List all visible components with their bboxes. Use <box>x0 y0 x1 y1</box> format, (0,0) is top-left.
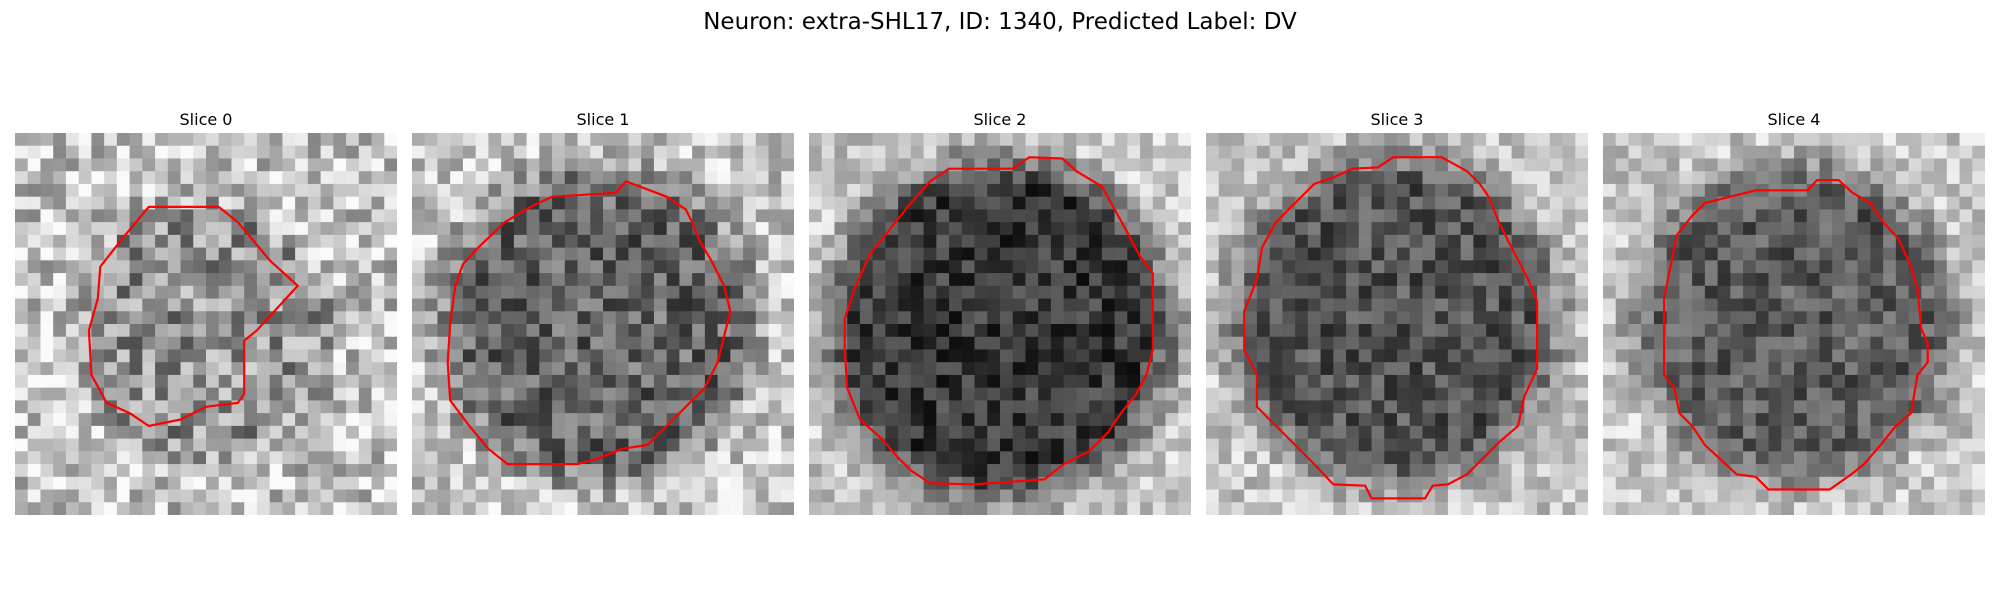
slice-image <box>15 133 397 515</box>
slice-image <box>1206 133 1588 515</box>
slice-image <box>412 133 794 515</box>
slice-title: Slice 4 <box>1603 107 1985 133</box>
slice-title: Slice 3 <box>1206 107 1588 133</box>
slice-title: Slice 0 <box>15 107 397 133</box>
slice-panel: Slice 3 <box>1206 107 1588 515</box>
slice-pixels <box>412 133 794 515</box>
slice-pixels <box>15 133 397 515</box>
slice-panel: Slice 4 <box>1603 107 1985 515</box>
slice-pixels <box>1206 133 1588 515</box>
slice-pixels <box>809 133 1191 515</box>
figure-title: Neuron: extra-SHL17, ID: 1340, Predicted… <box>0 6 2000 38</box>
slice-panel: Slice 2 <box>809 107 1191 515</box>
slice-panel: Slice 1 <box>412 107 794 515</box>
slice-title: Slice 1 <box>412 107 794 133</box>
slice-image <box>1603 133 1985 515</box>
slice-panel: Slice 0 <box>15 107 397 515</box>
slice-image <box>809 133 1191 515</box>
slice-title: Slice 2 <box>809 107 1191 133</box>
